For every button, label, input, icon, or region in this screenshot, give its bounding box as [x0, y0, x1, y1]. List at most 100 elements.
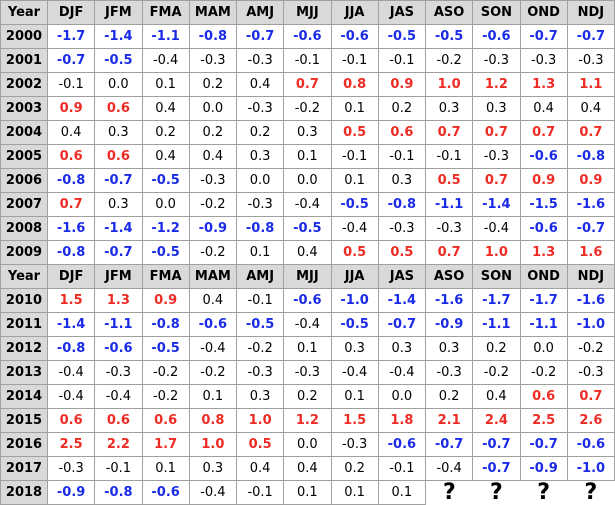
table-row: 2015 0.6 0.6 0.6 0.8 1.0 1.2 1.5 1.8 2.1 2.4 2.5 2.6	[0, 408, 615, 433]
anomaly-cell: 0.3	[377, 336, 427, 361]
anomaly-cell: 0.5	[377, 240, 427, 265]
anomaly-cell: -1.4	[377, 288, 427, 313]
anomaly-cell: 0.3	[235, 384, 285, 409]
anomaly-cell: 0.7	[46, 192, 96, 217]
anomaly-cell: 2.4	[472, 408, 521, 433]
anomaly-cell: 0.1	[330, 168, 379, 193]
anomaly-cell: -0.1	[283, 48, 332, 73]
unknown-value-cell: ?	[472, 480, 520, 505]
anomaly-cell: -0.4	[46, 384, 96, 409]
anomaly-cell: -0.4	[46, 360, 96, 385]
anomaly-cell: -0.4	[424, 456, 474, 481]
anomaly-cell: 0.1	[283, 144, 332, 169]
anomaly-cell: 1.1	[566, 72, 615, 97]
anomaly-cell: 2.1	[424, 408, 474, 433]
header-season: AMJ	[235, 0, 285, 25]
anomaly-cell: 0.5	[330, 240, 379, 265]
year-cell: 2008	[0, 216, 48, 241]
anomaly-cell: -0.7	[94, 240, 143, 265]
anomaly-cell: -0.7	[235, 24, 285, 49]
anomaly-cell: -0.6	[566, 432, 615, 457]
year-cell: 2015	[0, 408, 48, 433]
anomaly-cell: -0.4	[94, 384, 143, 409]
header-season: ASO	[424, 0, 474, 25]
anomaly-cell: 0.7	[566, 384, 615, 409]
anomaly-cell: 1.3	[94, 288, 143, 313]
header-row: Year DJF JFM FMA MAM AMJ MJJ JJA JAS ASO SON OND NDJ	[0, 0, 615, 25]
anomaly-cell: 0.0	[141, 192, 190, 217]
anomaly-cell: 0.7	[519, 120, 568, 145]
anomaly-cell: 0.4	[235, 72, 285, 97]
anomaly-cell: 0.4	[141, 96, 190, 121]
anomaly-cell: -1.0	[330, 288, 379, 313]
anomaly-cell: -0.1	[94, 456, 143, 481]
anomaly-cell: -0.7	[472, 456, 521, 481]
anomaly-cell: 0.9	[46, 96, 96, 121]
anomaly-cell: -1.4	[94, 216, 143, 241]
anomaly-cell: 2.2	[94, 432, 143, 457]
anomaly-cell: -0.4	[472, 216, 521, 241]
header-season: MJJ	[283, 0, 332, 25]
anomaly-cell: 1.3	[519, 240, 568, 265]
table-row: 2009 -0.8 -0.7 -0.5 -0.2 0.1 0.4 0.5 0.5 0.7 1.0 1.…	[0, 240, 615, 265]
anomaly-cell: -0.7	[377, 312, 427, 337]
anomaly-cell: -0.7	[472, 432, 521, 457]
header-season: ASO	[424, 264, 474, 289]
anomaly-cell: 0.9	[141, 288, 190, 313]
anomaly-cell: -1.7	[519, 288, 568, 313]
anomaly-cell: 1.0	[472, 240, 521, 265]
anomaly-cell: -0.2	[235, 336, 285, 361]
anomaly-cell: -0.8	[377, 192, 427, 217]
anomaly-cell: -0.7	[424, 432, 474, 457]
anomaly-cell: -0.3	[188, 168, 238, 193]
year-cell: 2006	[0, 168, 48, 193]
table-row: 2017 -0.3 -0.1 0.1 0.3 0.4 0.4 0.2 -0.1 -0.4 -0.7-…	[0, 456, 615, 481]
anomaly-cell: -0.4	[141, 48, 190, 73]
anomaly-cell: -0.3	[424, 216, 474, 241]
anomaly-cell: 2.5	[46, 432, 96, 457]
header-season: JJA	[330, 264, 379, 289]
year-cell: 2009	[0, 240, 48, 265]
anomaly-cell: -1.2	[141, 216, 190, 241]
anomaly-cell: -0.3	[472, 144, 521, 169]
anomaly-cell: -0.3	[94, 360, 143, 385]
table-row: 2007 0.7 0.3 0.0 -0.2 -0.3 -0.4 -0.5 -0.8 -1.1 -1.…	[0, 192, 615, 217]
anomaly-cell: 0.4	[188, 144, 238, 169]
table-row: 2003 0.9 0.6 0.4 0.0 -0.3 -0.2 0.1 0.2 0.3 0.3 0.4 0…	[0, 96, 615, 121]
anomaly-cell: -1.6	[566, 192, 615, 217]
anomaly-cell: -0.3	[472, 48, 521, 73]
anomaly-cell: 0.3	[472, 96, 521, 121]
table-row: 2008 -1.6 -1.4 -1.2 -0.9 -0.8 -0.5 -0.4 -0.3 -0.3…	[0, 216, 615, 241]
anomaly-cell: -0.3	[283, 360, 332, 385]
header-season: JAS	[377, 0, 427, 25]
header-season: AMJ	[235, 264, 285, 289]
anomaly-cell: -0.3	[235, 96, 285, 121]
anomaly-cell: -0.1	[377, 456, 427, 481]
anomaly-cell: -1.1	[472, 312, 521, 337]
anomaly-cell: -0.8	[141, 312, 190, 337]
anomaly-cell: 0.2	[424, 384, 474, 409]
anomaly-cell: 0.2	[377, 96, 427, 121]
anomaly-cell: 1.0	[188, 432, 238, 457]
anomaly-cell: 0.3	[94, 120, 143, 145]
anomaly-cell: 1.0	[235, 408, 285, 433]
anomaly-cell: 2.5	[519, 408, 568, 433]
anomaly-cell: -0.5	[141, 168, 190, 193]
header-season: DJF	[46, 264, 96, 289]
anomaly-cell: -0.6	[188, 312, 238, 337]
year-cell: 2005	[0, 144, 48, 169]
anomaly-cell: -1.4	[46, 312, 96, 337]
anomaly-cell: -0.6	[141, 480, 190, 505]
anomaly-cell: 1.5	[46, 288, 96, 313]
year-cell: 2000	[0, 24, 48, 49]
unknown-value-cell: ?	[520, 480, 568, 505]
anomaly-cell: -0.3	[377, 216, 427, 241]
header-season: SON	[472, 0, 521, 25]
anomaly-cell: 0.8	[188, 408, 238, 433]
anomaly-cell: -0.4	[188, 480, 238, 505]
anomaly-cell: 0.1	[141, 456, 190, 481]
anomaly-cell: -0.3	[188, 48, 238, 73]
anomaly-cell: -0.5	[283, 216, 332, 241]
